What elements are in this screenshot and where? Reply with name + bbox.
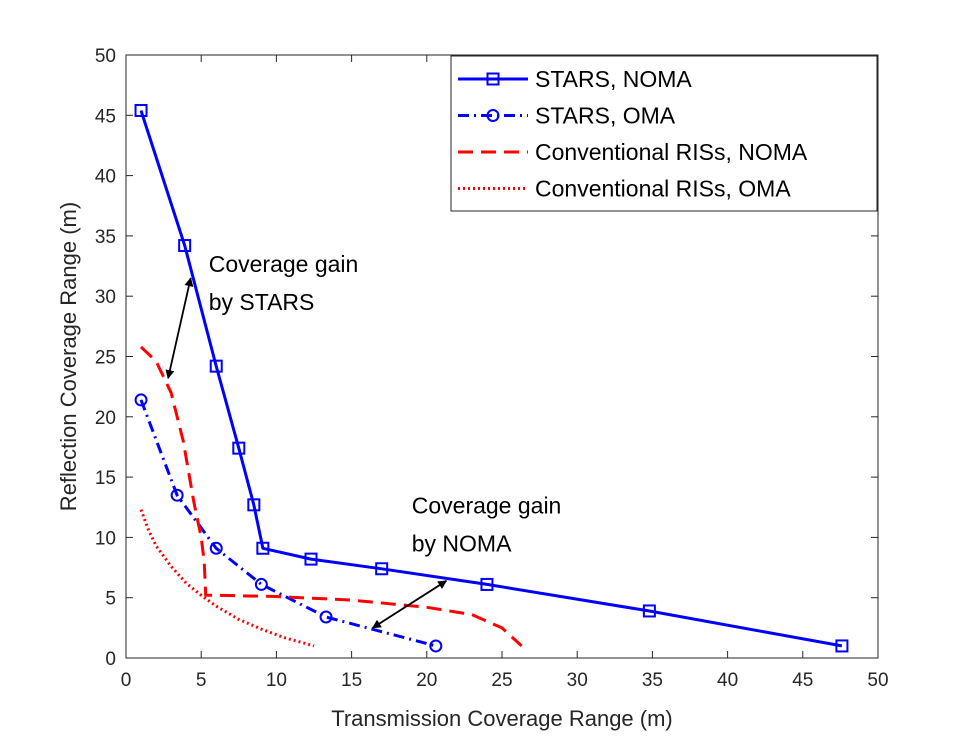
axes-layer: 0 5 10 15 20 25 30 35 40 45 50 0 5 10 15 20 25 30 35 40 45 50 xyxy=(95,46,889,691)
series-line-2 xyxy=(139,345,523,648)
annotation-text: by STARS xyxy=(209,289,315,315)
y-tick-label: 10 xyxy=(95,528,116,549)
data-point xyxy=(232,441,246,455)
x-tick-label: 50 xyxy=(867,670,888,691)
series-line-1 xyxy=(139,399,437,648)
x-tick-label: 10 xyxy=(266,670,287,691)
data-point xyxy=(642,604,656,618)
y-tick-label: 20 xyxy=(95,408,116,429)
data-point xyxy=(319,610,333,624)
data-point xyxy=(178,239,192,253)
annotation-0: Coverage gain by STARS xyxy=(165,251,359,380)
y-tick-label: 45 xyxy=(95,106,116,127)
legend-label: Conventional RISs, NOMA xyxy=(535,139,808,165)
x-tick-label: 35 xyxy=(642,670,663,691)
x-tick-label: 45 xyxy=(792,670,813,691)
x-tick-label: 25 xyxy=(491,670,512,691)
legend-label: STARS, OMA xyxy=(535,103,676,129)
annotation-text: Coverage gain xyxy=(209,251,359,277)
x-tick-label: 0 xyxy=(121,670,132,691)
series-layer xyxy=(134,103,849,653)
y-tick-label: 40 xyxy=(95,167,116,188)
annotation-text: Coverage gain xyxy=(412,492,562,518)
series-2 xyxy=(139,345,523,648)
series-1 xyxy=(134,393,443,653)
legend-item-2: Conventional RISs, NOMA xyxy=(458,139,808,165)
data-point xyxy=(835,639,849,653)
legend-box xyxy=(450,55,878,212)
data-point xyxy=(256,541,270,555)
legend-item-0: STARS, NOMA xyxy=(458,66,692,92)
legend: STARS, NOMA STARS, OMA Conventional RISs, … xyxy=(450,55,878,212)
series-line-3 xyxy=(139,509,315,648)
legend-marker xyxy=(486,72,500,86)
annotation-text: by NOMA xyxy=(412,530,512,556)
x-tick-label: 40 xyxy=(717,670,738,691)
annotation-1: Coverage gain by NOMA xyxy=(371,492,562,629)
data-point xyxy=(429,639,443,653)
y-tick-label: 25 xyxy=(95,348,116,369)
legend-item-1: STARS, OMA xyxy=(458,103,676,129)
y-tick-label: 30 xyxy=(95,287,116,308)
annotation-arrow xyxy=(165,277,194,380)
y-axis-label: Reflection Coverage Range (m) xyxy=(56,202,81,511)
annotation-arrow xyxy=(371,580,448,629)
data-point xyxy=(170,488,184,502)
annotation-layer: Coverage gain by STARS Coverage gain by NOM… xyxy=(165,251,562,629)
data-point xyxy=(209,541,223,555)
series-0 xyxy=(134,103,849,653)
x-tick-label: 30 xyxy=(567,670,588,691)
y-tick-label: 15 xyxy=(95,468,116,489)
data-point xyxy=(134,103,148,117)
data-point xyxy=(134,393,148,407)
y-tick-label: 0 xyxy=(105,649,116,670)
y-tick-label: 35 xyxy=(95,227,116,248)
x-tick-label: 20 xyxy=(416,670,437,691)
legend-label: Conventional RISs, OMA xyxy=(535,176,791,202)
x-tick-label: 15 xyxy=(341,670,362,691)
data-point xyxy=(209,359,223,373)
series-3 xyxy=(139,509,315,648)
y-tick-label: 5 xyxy=(105,589,116,610)
y-tick-label: 50 xyxy=(95,46,116,67)
x-tick-label: 5 xyxy=(196,670,207,691)
legend-label: STARS, NOMA xyxy=(535,66,692,92)
series-line-0 xyxy=(139,110,843,648)
data-point xyxy=(480,577,494,591)
legend-marker xyxy=(486,109,500,122)
legend-item-3: Conventional RISs, OMA xyxy=(458,176,791,202)
data-point xyxy=(375,562,389,576)
data-point xyxy=(247,498,261,512)
data-point xyxy=(304,552,318,566)
x-axis-label: Transmission Coverage Range (m) xyxy=(331,706,673,731)
data-point xyxy=(254,577,268,591)
